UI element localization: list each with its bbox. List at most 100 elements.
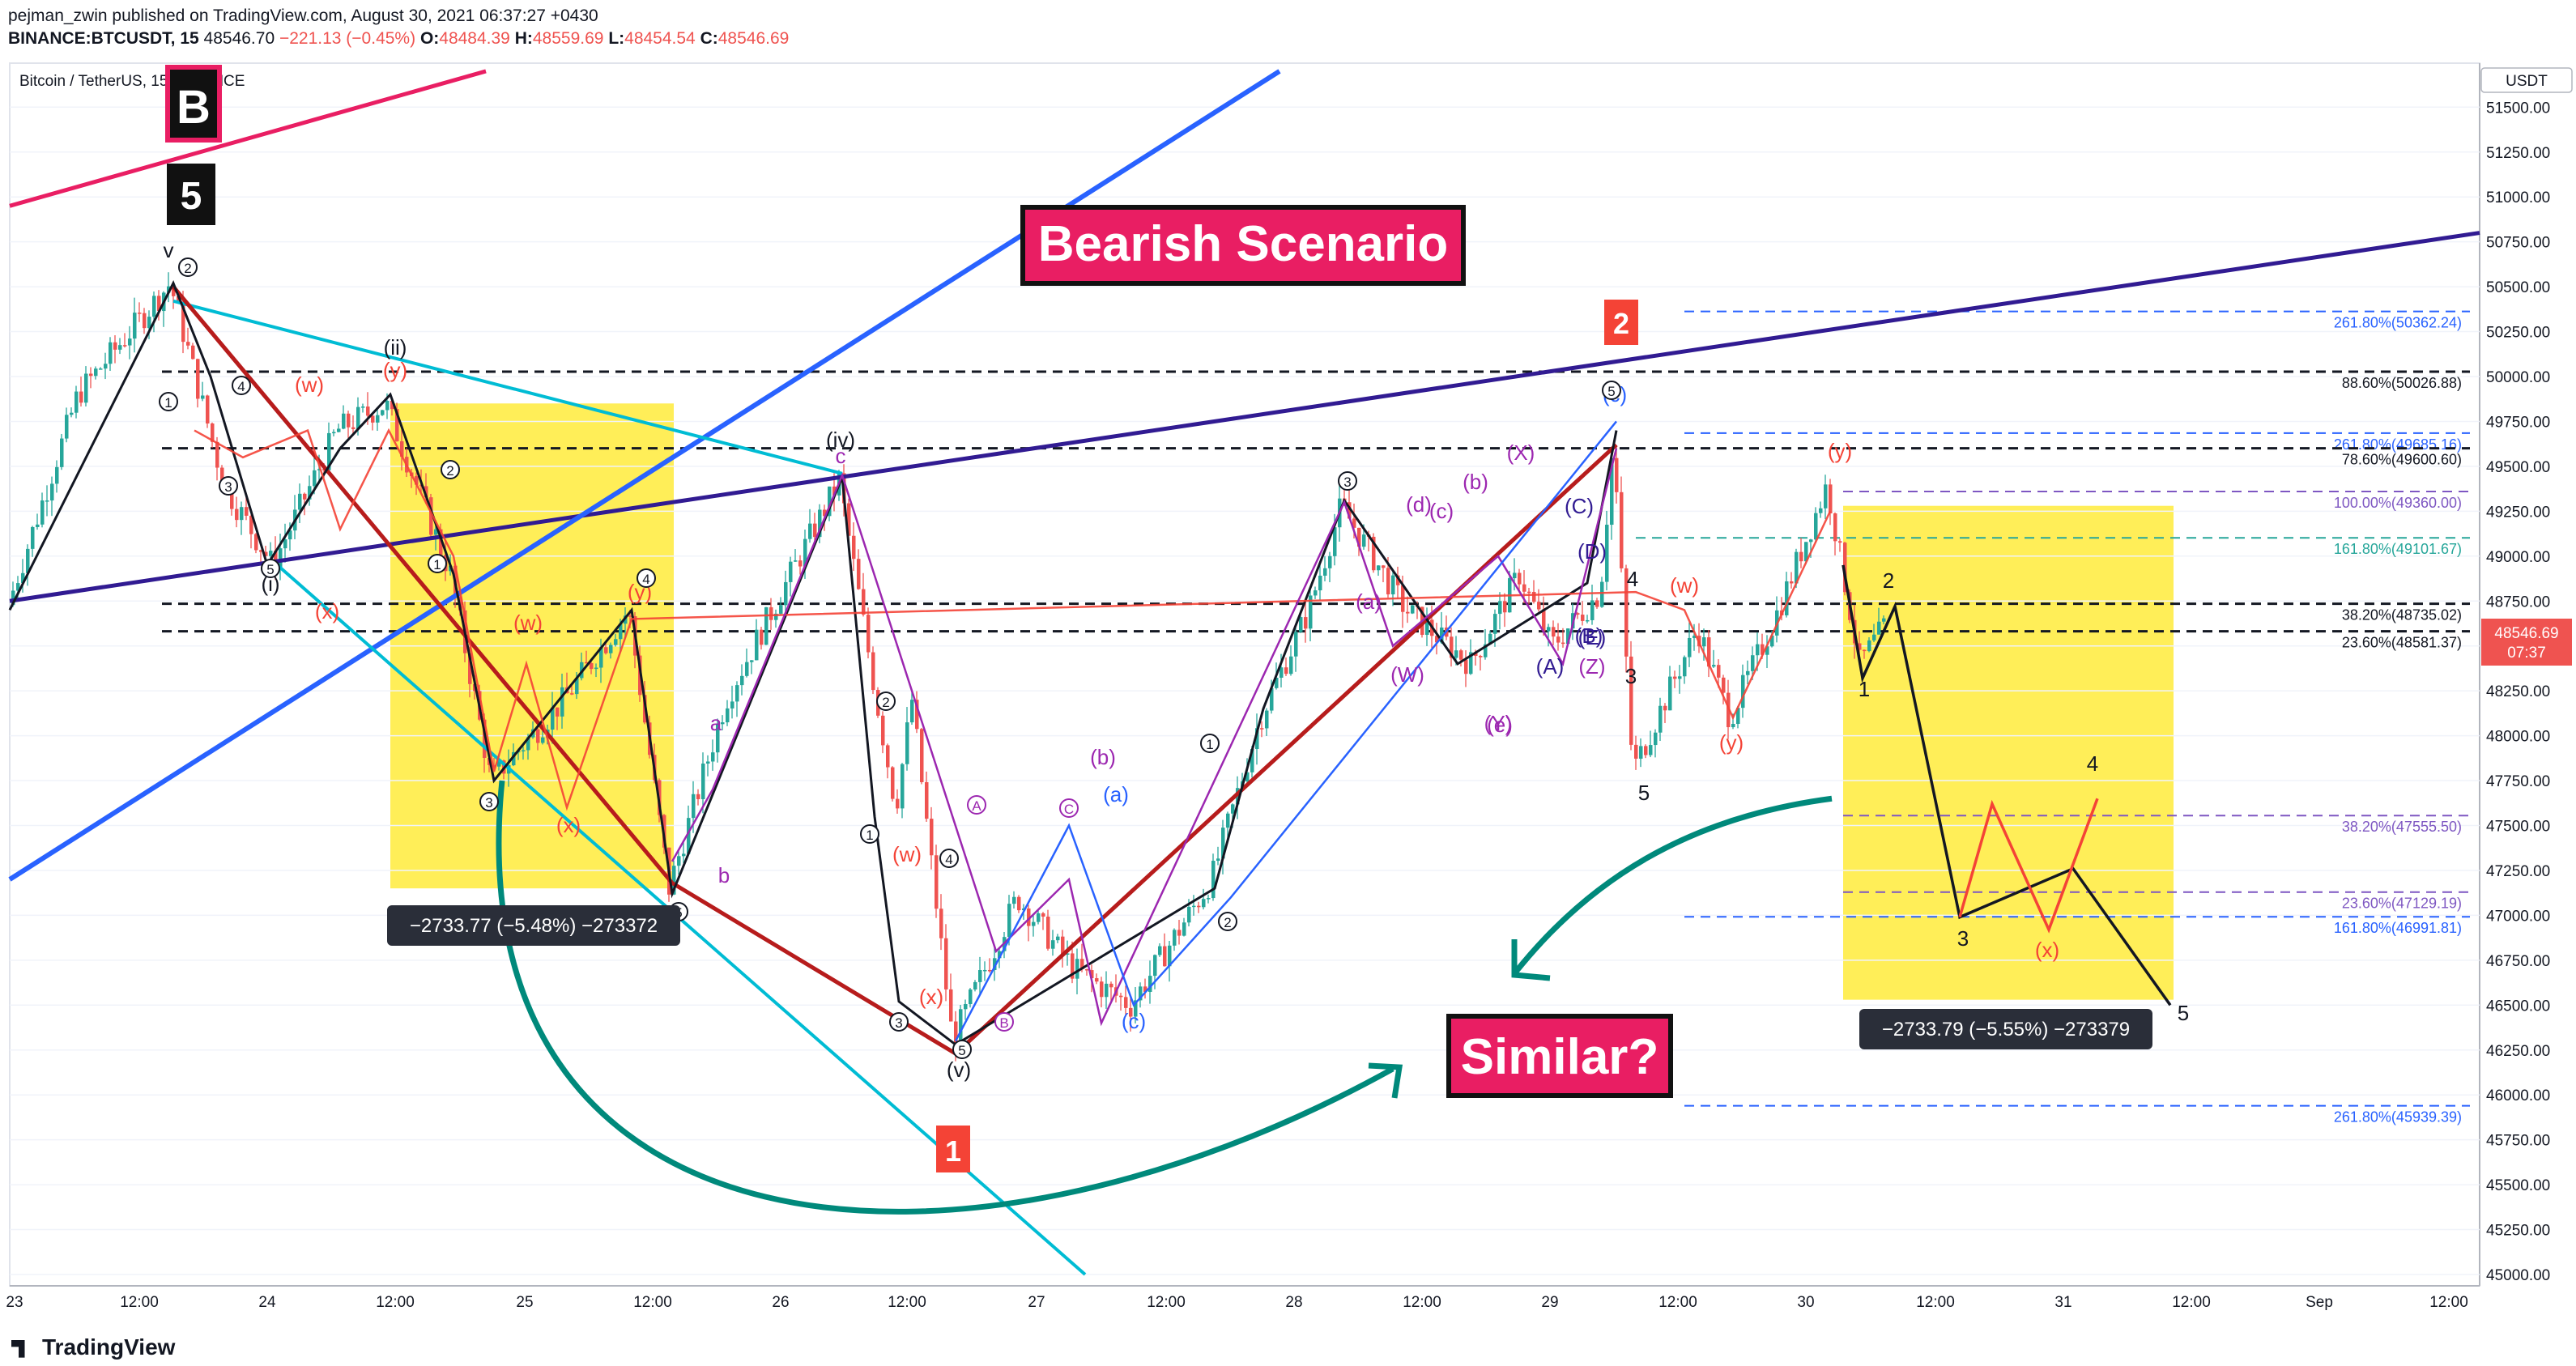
wave-label-21: (e) bbox=[1487, 713, 1513, 737]
time-tick-8: 27 bbox=[1028, 1294, 1045, 1311]
wave-circle-label-6: 1 bbox=[433, 557, 441, 572]
candle-body-342 bbox=[1673, 676, 1677, 679]
candle-body-322 bbox=[1576, 613, 1580, 615]
time-tick-4: 25 bbox=[516, 1294, 533, 1311]
wave-circle-label-18: 5 bbox=[1607, 384, 1615, 399]
candle-body-242 bbox=[1187, 907, 1191, 923]
candle-body-287 bbox=[1406, 611, 1410, 614]
candle-body-330 bbox=[1615, 457, 1619, 492]
wave-label-11: (w) bbox=[892, 842, 922, 866]
box-1-text: 1 bbox=[945, 1134, 961, 1168]
candle-body-336 bbox=[1644, 746, 1648, 755]
drawings-layer bbox=[8, 69, 2480, 1276]
candle-body-332 bbox=[1624, 568, 1629, 657]
price-tick-3: 50750.00 bbox=[2486, 235, 2550, 252]
candle-body-28 bbox=[147, 317, 151, 329]
candle-body-229 bbox=[1124, 997, 1128, 1008]
candle-body-341 bbox=[1668, 676, 1672, 711]
price-tick-10: 49000.00 bbox=[2486, 549, 2550, 566]
candle-body-15 bbox=[84, 373, 88, 403]
candle-body-45 bbox=[230, 486, 234, 509]
price-tick-14: 48000.00 bbox=[2486, 729, 2550, 746]
candle-body-49 bbox=[249, 515, 253, 534]
candle-body-261 bbox=[1279, 667, 1284, 678]
candle-body-41 bbox=[211, 423, 215, 442]
wave-label-0: v bbox=[164, 238, 174, 262]
wave-circle-12 bbox=[889, 1012, 909, 1032]
candle-body-298 bbox=[1459, 650, 1463, 660]
candle-body-267 bbox=[1309, 595, 1313, 629]
wave-circle-label-11: 1 bbox=[866, 828, 873, 843]
candle-body-35 bbox=[181, 302, 185, 343]
candle-body-48 bbox=[245, 507, 249, 516]
time-tick-11: 12:00 bbox=[1403, 1294, 1441, 1311]
wave-black-projection bbox=[1842, 564, 2172, 1006]
candle-body-150 bbox=[740, 675, 744, 686]
candle-body-231 bbox=[1134, 1000, 1138, 1017]
candle-body-269 bbox=[1318, 575, 1322, 591]
candle-body-124 bbox=[614, 639, 618, 645]
candle-body-56 bbox=[283, 539, 287, 549]
candle-body-153 bbox=[755, 629, 759, 661]
wave-label-10: (x) bbox=[556, 813, 581, 837]
candle-body-304 bbox=[1488, 633, 1492, 645]
fib-level-label-7: 23.60%(48581.37) bbox=[2342, 635, 2462, 651]
candle-body-120 bbox=[594, 667, 598, 670]
candle-body-222 bbox=[1090, 970, 1094, 979]
candle-body-164 bbox=[808, 523, 812, 539]
candle-body-172 bbox=[847, 503, 851, 536]
candle-body-203 bbox=[998, 951, 1002, 959]
time-tick-18: Sep bbox=[2306, 1294, 2333, 1311]
candle-body-166 bbox=[818, 509, 822, 538]
candle-body-163 bbox=[803, 538, 807, 567]
candle-body-275 bbox=[1348, 502, 1352, 519]
currency-box[interactable] bbox=[2480, 67, 2573, 93]
candle-body-248 bbox=[1216, 858, 1220, 862]
candle-body-260 bbox=[1275, 677, 1279, 688]
candle-body-223 bbox=[1095, 978, 1099, 982]
candle-body-214 bbox=[1051, 940, 1055, 949]
candle-body-209 bbox=[1027, 908, 1031, 926]
candle-body-359 bbox=[1756, 644, 1760, 656]
price-tick-15: 47750.00 bbox=[2486, 773, 2550, 790]
close-value: 48546.69 bbox=[717, 29, 790, 48]
wave-circle-21 bbox=[1059, 798, 1079, 818]
candle-body-187 bbox=[920, 729, 924, 782]
candle-body-241 bbox=[1182, 922, 1186, 936]
candle-body-314 bbox=[1537, 602, 1541, 610]
candle-body-147 bbox=[726, 708, 730, 723]
candle-body-88 bbox=[439, 529, 443, 555]
candle-body-13 bbox=[75, 391, 79, 413]
currency-label: USDT bbox=[2506, 73, 2548, 90]
fib-level-label-1: 88.60%(50026.88) bbox=[2342, 375, 2462, 391]
candle-body-346 bbox=[1692, 636, 1697, 638]
tradingview-logo[interactable]: TradingView bbox=[11, 1334, 175, 1360]
candle-body-20 bbox=[109, 342, 113, 364]
wave-circle-label-20: B bbox=[999, 1015, 1008, 1031]
candle-body-381 bbox=[1863, 649, 1867, 652]
candle-body-383 bbox=[1872, 634, 1876, 640]
candle-body-148 bbox=[730, 701, 734, 709]
wave-label-8: (w) bbox=[513, 611, 543, 635]
time-tick-9: 12:00 bbox=[1147, 1294, 1186, 1311]
wave-red-secondary bbox=[194, 428, 1832, 811]
wave-circle-19 bbox=[967, 795, 986, 815]
candle-body-113 bbox=[560, 687, 564, 717]
wave-label-35: (a) bbox=[1103, 782, 1129, 806]
wave-circle-3 bbox=[219, 476, 238, 496]
wave-circle-label-21: C bbox=[1064, 802, 1074, 817]
measure-right-text: −2733.79 (−5.55%) −273379 bbox=[1882, 1019, 2130, 1040]
candle-body-33 bbox=[172, 286, 176, 296]
candle-body-333 bbox=[1629, 656, 1633, 745]
time-tick-2: 24 bbox=[258, 1294, 276, 1311]
candle-body-257 bbox=[1260, 728, 1264, 730]
candle-body-348 bbox=[1702, 637, 1706, 647]
candle-body-368 bbox=[1799, 551, 1803, 562]
candle-body-47 bbox=[240, 507, 244, 521]
candle-body-177 bbox=[871, 652, 875, 691]
candle-body-259 bbox=[1270, 687, 1274, 711]
wave-label-16: (x) bbox=[2035, 938, 2059, 962]
price-tick-25: 45250.00 bbox=[2486, 1223, 2550, 1240]
candle-body-151 bbox=[745, 662, 749, 676]
